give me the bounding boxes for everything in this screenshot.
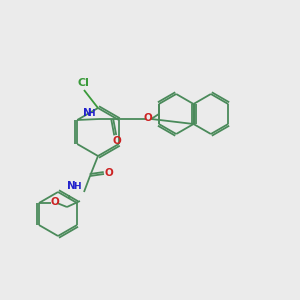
Text: O: O bbox=[51, 197, 59, 207]
Text: N: N bbox=[67, 181, 75, 191]
Text: O: O bbox=[113, 136, 122, 146]
Text: O: O bbox=[105, 168, 113, 178]
Text: Cl: Cl bbox=[77, 78, 89, 88]
Text: H: H bbox=[87, 109, 95, 118]
Text: O: O bbox=[144, 113, 153, 123]
Text: H: H bbox=[73, 182, 81, 191]
Text: N: N bbox=[83, 108, 92, 118]
